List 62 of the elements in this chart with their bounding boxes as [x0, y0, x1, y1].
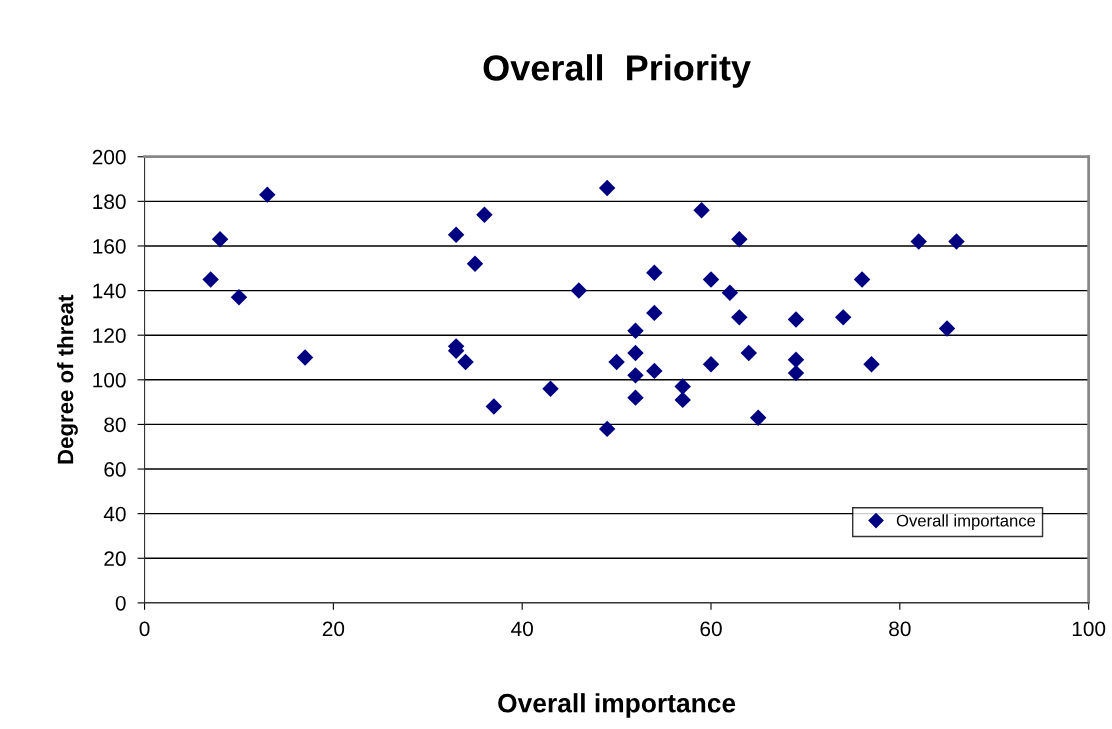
y-tick-label: 60 [104, 462, 126, 477]
point [211, 231, 229, 248]
x-axis-title: Overall importance [498, 693, 736, 718]
x-tick-label: 60 [700, 621, 722, 637]
point [259, 186, 276, 203]
y-tick-label: 160 [93, 238, 126, 254]
y-tick-label: 140 [93, 283, 126, 299]
point [202, 271, 219, 288]
point [787, 351, 805, 368]
point [787, 311, 805, 328]
chart-title: Overall Priority [483, 54, 751, 88]
y-tick-label: 200 [92, 149, 126, 165]
point [787, 364, 805, 382]
x-tick-label: 100 [1072, 621, 1106, 637]
point [296, 349, 314, 366]
point [948, 233, 965, 250]
y-tick-label: 20 [104, 551, 126, 567]
y-tick-label: 120 [93, 328, 126, 343]
x-tick-label: 20 [322, 621, 345, 637]
point [702, 271, 720, 288]
point [598, 420, 616, 438]
y-tick-label: 40 [103, 506, 126, 522]
point [863, 355, 880, 373]
point [608, 353, 625, 371]
point [853, 271, 871, 288]
point [627, 344, 644, 362]
x-tick-label: 40 [511, 621, 533, 637]
point [570, 282, 588, 299]
point [457, 353, 474, 371]
point [542, 380, 559, 397]
point [721, 284, 739, 302]
point [627, 322, 644, 339]
point [702, 355, 720, 373]
point [938, 320, 956, 337]
y-tick-label: 100 [93, 372, 126, 388]
point [646, 362, 663, 380]
x-tick-label: 80 [889, 621, 911, 637]
point [834, 309, 852, 326]
point [627, 389, 644, 406]
point [910, 233, 927, 250]
point [674, 391, 691, 409]
point [674, 378, 691, 395]
x-tick-label: 0 [139, 621, 150, 637]
point [646, 264, 663, 281]
point [693, 202, 710, 219]
point [598, 179, 616, 197]
y-tick-label: 80 [104, 417, 126, 433]
y-tick-label: 180 [93, 194, 126, 210]
point [485, 398, 503, 415]
point [466, 255, 484, 273]
y-tick-label: 0 [115, 595, 126, 611]
point [476, 206, 493, 223]
point [230, 289, 248, 306]
point [740, 344, 757, 362]
point [731, 231, 748, 248]
point [447, 226, 465, 244]
legend-label: Overall importance [896, 514, 1036, 530]
point [750, 409, 767, 426]
point [731, 309, 748, 326]
point [646, 304, 663, 322]
point [627, 367, 644, 384]
y-axis-title: Degree of threat [57, 294, 78, 464]
